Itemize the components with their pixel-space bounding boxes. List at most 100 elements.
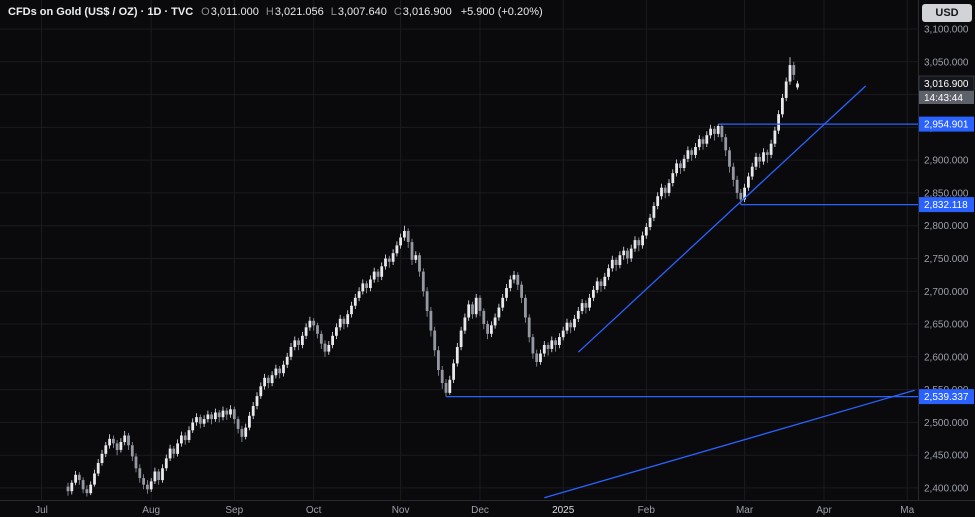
candle xyxy=(323,343,327,352)
candle xyxy=(444,383,448,393)
candle xyxy=(289,347,293,357)
candle xyxy=(505,288,508,298)
price-tick-label: 2,650.000 xyxy=(924,320,969,331)
candle xyxy=(240,428,244,437)
candle xyxy=(459,330,463,347)
candle xyxy=(96,463,100,474)
time-tick-label: Sep xyxy=(225,505,243,516)
candle xyxy=(531,337,535,354)
candle xyxy=(285,356,289,365)
candle xyxy=(508,279,512,288)
candle xyxy=(346,314,350,324)
candle xyxy=(539,353,542,362)
candle xyxy=(142,478,145,485)
candle xyxy=(731,166,735,180)
candle xyxy=(282,364,285,374)
candle xyxy=(705,135,709,144)
candle xyxy=(735,179,739,193)
candle xyxy=(747,176,750,188)
candle xyxy=(429,310,433,331)
time-tick-label: Apr xyxy=(816,505,832,516)
price-tick-label: 2,600.000 xyxy=(924,352,969,363)
candle xyxy=(452,363,455,380)
candle xyxy=(274,368,278,376)
candle xyxy=(399,237,402,246)
candle xyxy=(546,345,550,349)
candle xyxy=(607,268,610,277)
candle xyxy=(138,468,142,479)
trendline xyxy=(577,85,867,353)
candle xyxy=(599,281,603,286)
candle xyxy=(278,368,282,374)
time-tick-label: Dec xyxy=(471,505,489,516)
candle xyxy=(168,448,172,459)
candle xyxy=(765,152,769,155)
candle xyxy=(580,303,584,311)
candle xyxy=(796,83,799,88)
price-tick-label: 2,450.000 xyxy=(924,451,969,462)
candle xyxy=(565,322,569,331)
candle xyxy=(474,297,478,315)
candle xyxy=(455,347,459,364)
grid-layer xyxy=(0,0,918,500)
time-axis[interactable]: Jul Aug Sep Oct Nov Dec 2025 Feb Mar Apr Ma xyxy=(35,505,914,516)
candle xyxy=(644,227,648,236)
candle xyxy=(229,409,232,415)
candle xyxy=(183,435,187,441)
candle xyxy=(682,158,686,168)
candle xyxy=(376,271,380,277)
candle xyxy=(501,297,505,308)
candle xyxy=(119,442,123,450)
candle xyxy=(395,245,399,254)
level-price-labels: 2,954.901 2,832.118 2,539.337 xyxy=(919,116,974,405)
candle xyxy=(743,187,746,200)
candle xyxy=(520,284,523,298)
candle xyxy=(89,484,93,494)
candle xyxy=(108,438,111,446)
candle xyxy=(198,417,202,424)
candle xyxy=(293,340,297,347)
candle xyxy=(535,353,539,362)
candle xyxy=(361,283,365,292)
candle xyxy=(210,414,213,420)
candle xyxy=(762,152,765,162)
symbol-title[interactable]: CFDs on Gold (US$ / OZ) · 1D · TVC xyxy=(8,6,194,18)
candle xyxy=(769,143,773,155)
candle xyxy=(595,281,599,290)
candle xyxy=(516,274,520,285)
candle xyxy=(164,458,168,469)
candle xyxy=(418,255,421,272)
candle xyxy=(406,230,410,242)
candle xyxy=(149,481,153,490)
candle xyxy=(675,163,678,174)
candle xyxy=(493,317,497,326)
candle xyxy=(308,320,312,328)
ohlc-open: O3,011.000 xyxy=(201,6,259,18)
candle xyxy=(384,258,387,267)
candle xyxy=(77,474,81,480)
candle xyxy=(490,325,493,334)
level-label-bg xyxy=(919,197,974,213)
candle xyxy=(161,468,164,481)
level-label-text: 2,832.118 xyxy=(924,200,968,211)
currency-badge[interactable]: USD xyxy=(922,4,972,22)
trendlines-layer[interactable] xyxy=(446,85,918,499)
candle xyxy=(251,406,255,416)
candle xyxy=(592,289,595,298)
candle xyxy=(123,435,127,443)
price-tick-label: 2,400.000 xyxy=(924,483,969,494)
price-tick-label: 2,800.000 xyxy=(924,221,969,232)
candle xyxy=(70,482,74,492)
candle xyxy=(410,242,414,260)
candle xyxy=(301,335,304,345)
price-tick-label: 2,750.000 xyxy=(924,254,969,265)
candle xyxy=(342,318,346,324)
candle xyxy=(440,369,444,383)
candle xyxy=(85,489,89,494)
candle xyxy=(421,271,425,292)
candle xyxy=(720,126,724,138)
candle xyxy=(266,377,270,383)
candle xyxy=(115,443,119,450)
candle xyxy=(660,187,663,197)
